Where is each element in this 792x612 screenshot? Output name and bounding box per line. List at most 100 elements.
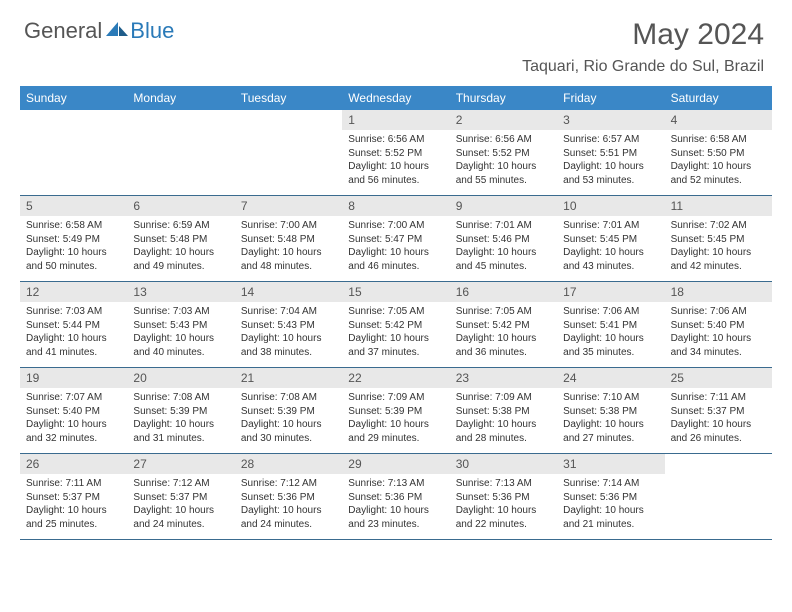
day-details: Sunrise: 7:06 AMSunset: 5:40 PMDaylight:… [665,302,772,367]
day-number: 4 [665,110,772,130]
day-details: Sunrise: 7:14 AMSunset: 5:36 PMDaylight:… [557,474,664,539]
sunset-text: Sunset: 5:52 PM [348,147,443,161]
calendar-cell: 19Sunrise: 7:07 AMSunset: 5:40 PMDayligh… [20,368,127,453]
sunrise-text: Sunrise: 7:01 AM [563,219,658,233]
sunrise-text: Sunrise: 7:09 AM [456,391,551,405]
day-number: 30 [450,454,557,474]
day-details: Sunrise: 7:06 AMSunset: 5:41 PMDaylight:… [557,302,664,367]
brand-part1: General [24,18,102,44]
weekday-header: Sunday [20,86,127,110]
sunrise-text: Sunrise: 6:56 AM [456,133,551,147]
daylight-text-1: Daylight: 10 hours [563,504,658,518]
sunrise-text: Sunrise: 7:11 AM [671,391,766,405]
day-number: 25 [665,368,772,388]
calendar-cell: 30Sunrise: 7:13 AMSunset: 5:36 PMDayligh… [450,454,557,539]
daylight-text-1: Daylight: 10 hours [26,332,121,346]
daylight-text-2: and 25 minutes. [26,518,121,532]
daylight-text-2: and 28 minutes. [456,432,551,446]
daylight-text-1: Daylight: 10 hours [563,246,658,260]
calendar-cell: 13Sunrise: 7:03 AMSunset: 5:43 PMDayligh… [127,282,234,367]
day-number: 18 [665,282,772,302]
daylight-text-1: Daylight: 10 hours [26,504,121,518]
day-details: Sunrise: 7:03 AMSunset: 5:44 PMDaylight:… [20,302,127,367]
day-number: 6 [127,196,234,216]
sunset-text: Sunset: 5:44 PM [26,319,121,333]
sunset-text: Sunset: 5:37 PM [671,405,766,419]
day-number: 26 [20,454,127,474]
day-details: Sunrise: 7:10 AMSunset: 5:38 PMDaylight:… [557,388,664,453]
daylight-text-1: Daylight: 10 hours [563,418,658,432]
day-details: Sunrise: 7:01 AMSunset: 5:45 PMDaylight:… [557,216,664,281]
day-number: 9 [450,196,557,216]
calendar-week: 1Sunrise: 6:56 AMSunset: 5:52 PMDaylight… [20,110,772,196]
sunset-text: Sunset: 5:45 PM [671,233,766,247]
sunrise-text: Sunrise: 7:13 AM [348,477,443,491]
sunset-text: Sunset: 5:40 PM [671,319,766,333]
sunrise-text: Sunrise: 7:14 AM [563,477,658,491]
day-number: 13 [127,282,234,302]
calendar-cell: 4Sunrise: 6:58 AMSunset: 5:50 PMDaylight… [665,110,772,195]
day-details: Sunrise: 7:12 AMSunset: 5:37 PMDaylight:… [127,474,234,539]
calendar-cell [665,454,772,539]
day-details: Sunrise: 7:05 AMSunset: 5:42 PMDaylight:… [450,302,557,367]
sunrise-text: Sunrise: 7:12 AM [241,477,336,491]
day-details: Sunrise: 7:02 AMSunset: 5:45 PMDaylight:… [665,216,772,281]
sunset-text: Sunset: 5:42 PM [348,319,443,333]
daylight-text-2: and 41 minutes. [26,346,121,360]
calendar-cell: 5Sunrise: 6:58 AMSunset: 5:49 PMDaylight… [20,196,127,281]
calendar-cell: 3Sunrise: 6:57 AMSunset: 5:51 PMDaylight… [557,110,664,195]
daylight-text-1: Daylight: 10 hours [133,418,228,432]
daylight-text-2: and 37 minutes. [348,346,443,360]
sunrise-text: Sunrise: 7:07 AM [26,391,121,405]
calendar-cell: 25 Sunrise: 7:11 AMSunset: 5:37 PMDayligh… [665,368,772,453]
daylight-text-1: Daylight: 10 hours [671,332,766,346]
daylight-text-1: Daylight: 10 hours [671,418,766,432]
calendar-cell [235,110,342,195]
sunset-text: Sunset: 5:37 PM [133,491,228,505]
calendar-cell: 11Sunrise: 7:02 AMSunset: 5:45 PMDayligh… [665,196,772,281]
day-number: 16 [450,282,557,302]
daylight-text-1: Daylight: 10 hours [671,246,766,260]
day-number: 3 [557,110,664,130]
calendar-cell: 8Sunrise: 7:00 AMSunset: 5:47 PMDaylight… [342,196,449,281]
calendar-cell: 31Sunrise: 7:14 AMSunset: 5:36 PMDayligh… [557,454,664,539]
day-details: Sunrise: 6:56 AMSunset: 5:52 PMDaylight:… [342,130,449,195]
daylight-text-2: and 35 minutes. [563,346,658,360]
calendar-cell: 2Sunrise: 6:56 AMSunset: 5:52 PMDaylight… [450,110,557,195]
day-details: Sunrise: 6:57 AMSunset: 5:51 PMDaylight:… [557,130,664,195]
sunrise-text: Sunrise: 7:12 AM [133,477,228,491]
sunset-text: Sunset: 5:42 PM [456,319,551,333]
daylight-text-2: and 21 minutes. [563,518,658,532]
day-details: Sunrise: 6:58 AMSunset: 5:50 PMDaylight:… [665,130,772,195]
sunrise-text: Sunrise: 7:00 AM [241,219,336,233]
weekday-header-row: SundayMondayTuesdayWednesdayThursdayFrid… [20,86,772,110]
day-number [665,454,772,474]
calendar-cell: 6Sunrise: 6:59 AMSunset: 5:48 PMDaylight… [127,196,234,281]
calendar-cell: 22Sunrise: 7:09 AMSunset: 5:39 PMDayligh… [342,368,449,453]
daylight-text-2: and 23 minutes. [348,518,443,532]
day-details: Sunrise: 6:58 AMSunset: 5:49 PMDaylight:… [20,216,127,281]
weekday-header: Wednesday [342,86,449,110]
daylight-text-2: and 26 minutes. [671,432,766,446]
calendar-cell: 21Sunrise: 7:08 AMSunset: 5:39 PMDayligh… [235,368,342,453]
calendar-cell: 24Sunrise: 7:10 AMSunset: 5:38 PMDayligh… [557,368,664,453]
sunset-text: Sunset: 5:36 PM [563,491,658,505]
sunset-text: Sunset: 5:46 PM [456,233,551,247]
day-details: Sunrise: 7:03 AMSunset: 5:43 PMDaylight:… [127,302,234,367]
sunrise-text: Sunrise: 7:08 AM [241,391,336,405]
sunrise-text: Sunrise: 6:57 AM [563,133,658,147]
daylight-text-1: Daylight: 10 hours [348,160,443,174]
sunrise-text: Sunrise: 6:58 AM [26,219,121,233]
daylight-text-1: Daylight: 10 hours [133,246,228,260]
day-number: 24 [557,368,664,388]
daylight-text-2: and 27 minutes. [563,432,658,446]
day-details: Sunrise: 7:09 AMSunset: 5:39 PMDaylight:… [342,388,449,453]
daylight-text-2: and 50 minutes. [26,260,121,274]
calendar-cell: 16Sunrise: 7:05 AMSunset: 5:42 PMDayligh… [450,282,557,367]
daylight-text-1: Daylight: 10 hours [563,332,658,346]
daylight-text-2: and 38 minutes. [241,346,336,360]
sunset-text: Sunset: 5:40 PM [26,405,121,419]
daylight-text-2: and 22 minutes. [456,518,551,532]
daylight-text-1: Daylight: 10 hours [563,160,658,174]
calendar-cell: 12Sunrise: 7:03 AMSunset: 5:44 PMDayligh… [20,282,127,367]
